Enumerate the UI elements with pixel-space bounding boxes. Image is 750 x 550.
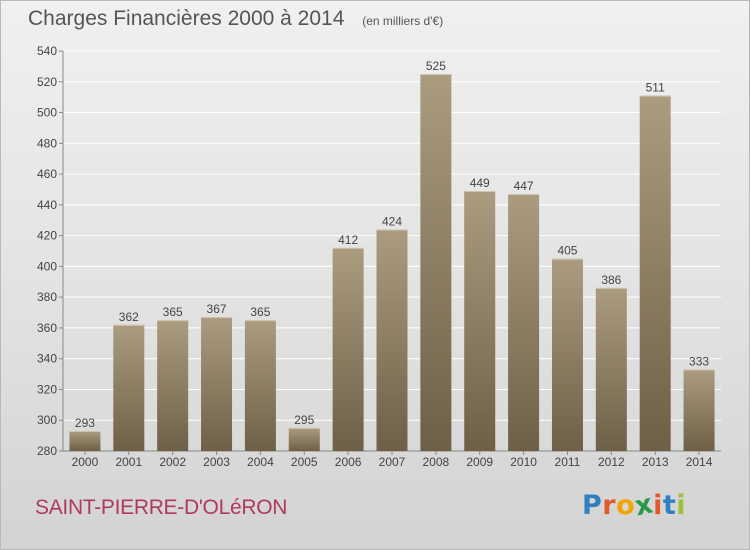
y-tick-label: 400 [37, 259, 57, 273]
data-label-2010: 447 [514, 179, 534, 193]
bar-2000 [69, 431, 101, 451]
bar-2002 [157, 320, 189, 451]
x-tick-label-2003: 2003 [203, 455, 230, 469]
data-label-2007: 424 [382, 214, 402, 228]
bar-2013 [639, 95, 671, 451]
data-label-2004: 365 [250, 305, 270, 319]
data-label-2008: 525 [426, 59, 446, 73]
data-label-2000: 293 [75, 416, 95, 430]
bar-2011 [551, 258, 583, 451]
data-label-2006: 412 [338, 233, 358, 247]
y-tick-label: 540 [37, 44, 57, 58]
y-tick-label: 440 [37, 198, 57, 212]
logo-letter: i [653, 490, 663, 521]
y-tick-label: 380 [37, 290, 57, 304]
bar-2014 [683, 369, 715, 451]
bar-2004 [244, 320, 276, 451]
bar-2009 [464, 191, 496, 451]
proxiti-logo[interactable]: Proxiti [582, 488, 687, 522]
x-tick-label-2002: 2002 [159, 455, 186, 469]
bar-2010 [508, 194, 540, 452]
data-label-2002: 365 [163, 305, 183, 319]
data-label-2005: 295 [294, 413, 314, 427]
bar-2008 [420, 74, 452, 452]
y-tick-label: 340 [37, 352, 57, 366]
data-label-2012: 386 [601, 273, 621, 287]
bar-2006 [332, 247, 364, 451]
data-label-2001: 362 [119, 310, 139, 324]
data-label-2003: 367 [207, 302, 227, 316]
data-label-2013: 511 [646, 81, 665, 95]
chart-title: Charges Financières 2000 à 2014 (en mill… [28, 7, 443, 31]
x-tick-label-2000: 2000 [72, 455, 99, 469]
x-tick-label-2006: 2006 [335, 455, 362, 469]
y-tick-label: 460 [37, 167, 57, 181]
x-tick-label-2004: 2004 [247, 455, 274, 469]
logo-letter: r [602, 490, 617, 521]
x-tick-label-2013: 2013 [642, 455, 669, 469]
chart-unit: (en milliers d'€) [362, 14, 444, 28]
logo-letter: P [582, 490, 603, 521]
bar-2005 [288, 427, 320, 451]
bar-2012 [595, 287, 627, 451]
logo-letter: t [662, 490, 677, 521]
x-tick-label-2007: 2007 [379, 455, 406, 469]
y-tick-label: 280 [37, 444, 57, 458]
data-label-2014: 333 [689, 354, 709, 368]
y-tick-label: 320 [37, 382, 57, 396]
x-tick-label-2005: 2005 [291, 455, 318, 469]
x-tick-label-2001: 2001 [115, 455, 142, 469]
x-tick-label-2009: 2009 [466, 455, 493, 469]
x-tick-label-2008: 2008 [423, 455, 450, 469]
x-tick-label-2014: 2014 [686, 455, 713, 469]
y-tick-label: 420 [37, 229, 57, 243]
logo-letter: o [616, 490, 636, 521]
data-label-2009: 449 [470, 176, 490, 190]
logo-letter: i [676, 490, 687, 521]
x-tick-label-2012: 2012 [598, 455, 625, 469]
bar-2003 [201, 317, 233, 451]
bar-2001 [113, 324, 145, 451]
y-tick-label: 520 [37, 75, 57, 89]
y-tick-label: 500 [37, 106, 57, 120]
data-label-2011: 405 [557, 244, 577, 258]
y-tick-label: 480 [37, 136, 57, 150]
commune-name: SAINT-PIERRE-D'OLéRON [35, 496, 288, 519]
x-tick-label-2011: 2011 [555, 455, 581, 469]
chart-title-text: Charges Financières 2000 à 2014 [28, 7, 345, 30]
x-tick-label-2010: 2010 [510, 455, 537, 469]
y-tick-label: 360 [37, 321, 57, 335]
bar-2007 [376, 229, 408, 451]
y-tick-label: 300 [37, 413, 57, 427]
